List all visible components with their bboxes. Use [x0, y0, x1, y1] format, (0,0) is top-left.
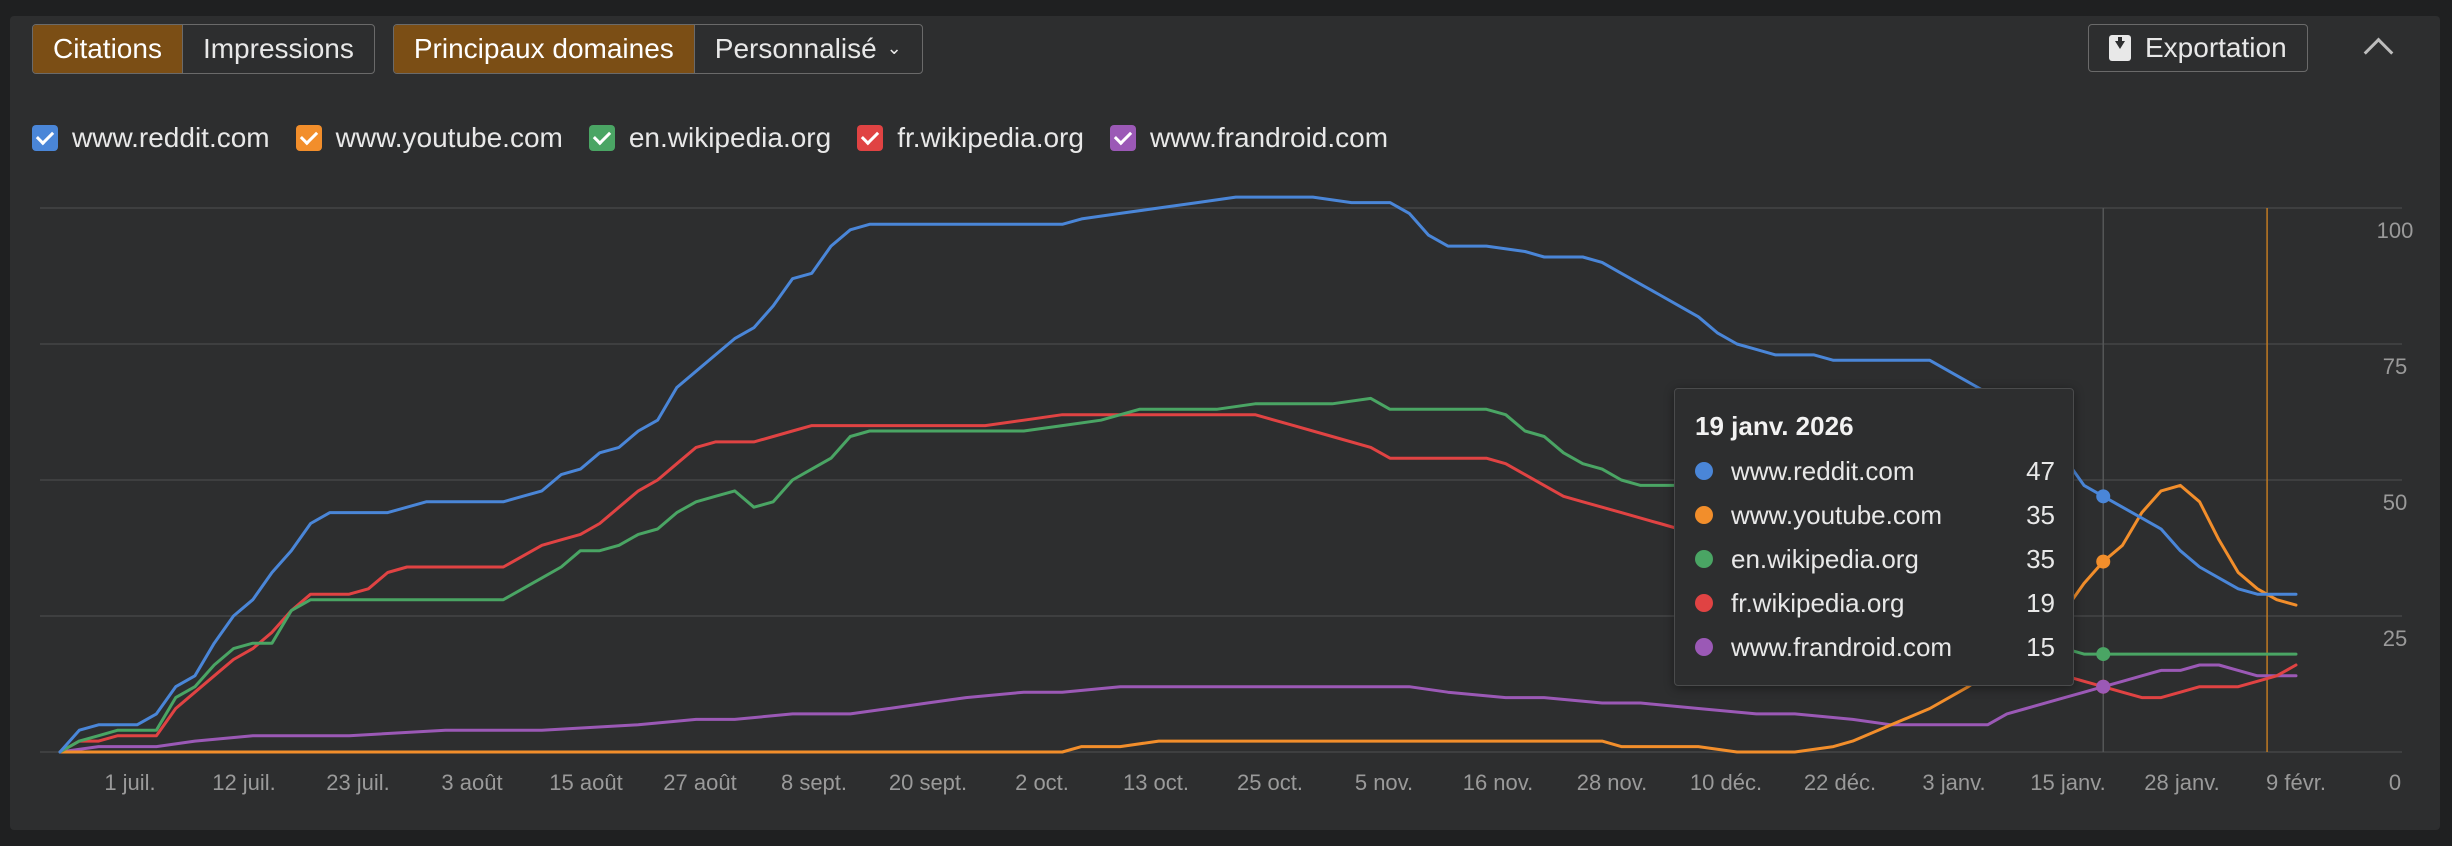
tooltip-row-en-wikipedia: en.wikipedia.org 35	[1695, 539, 2055, 579]
checkbox-frandroid[interactable]	[1109, 125, 1136, 151]
tooltip-row-fr-wikipedia: fr.wikipedia.org 19	[1695, 583, 2055, 623]
x-tick-label: 5 nov.	[1355, 770, 1413, 795]
legend-label-frandroid: www.frandroid.com	[1149, 122, 1389, 153]
tab-citations[interactable]: Citations	[33, 25, 182, 73]
checkbox-youtube[interactable]	[295, 125, 322, 151]
series-line-www.youtube.com	[58, 483, 2298, 754]
x-tick-label: 12 juil.	[212, 770, 276, 795]
export-button[interactable]: Exportation	[2088, 24, 2308, 72]
x-tick-label: 10 déc.	[1690, 770, 1762, 795]
x-tick-label: 1 juil.	[104, 770, 155, 795]
legend-label-fr-wikipedia: fr.wikipedia.org	[897, 122, 1084, 153]
checkbox-fr-wikipedia[interactable]	[857, 125, 884, 151]
download-icon	[2109, 35, 2131, 61]
y-tick-label: 100	[2377, 218, 2414, 243]
legend: www.reddit.com www.youtube.com en.wikipe…	[32, 122, 1388, 154]
legend-item-fr-wikipedia[interactable]: fr.wikipedia.org	[857, 122, 1084, 154]
tooltip-value-reddit: 47	[2026, 455, 2055, 486]
y-tick-label: 75	[2383, 354, 2407, 379]
x-tick-label: 15 août	[549, 770, 622, 795]
legend-label-en-wikipedia: en.wikipedia.org	[628, 122, 832, 153]
tab-personnalise[interactable]: Personnalisé ⌄	[693, 25, 922, 73]
hover-point-www.youtube.com	[2096, 554, 2111, 569]
tooltip-value-youtube: 35	[2026, 499, 2055, 530]
hover-point-www.frandroid.com	[2096, 679, 2111, 694]
x-tick-label: 27 août	[663, 770, 736, 795]
x-tick-label: 16 nov.	[1463, 770, 1534, 795]
tooltip-value-fr-wikipedia: 19	[2026, 587, 2055, 618]
group-toggle: Principaux domaines Personnalisé ⌄	[392, 24, 923, 74]
tooltip-name-fr-wikipedia: fr.wikipedia.org	[1731, 587, 1905, 618]
hover-point-en.wikipedia.org	[2096, 647, 2111, 662]
legend-item-reddit[interactable]: www.reddit.com	[32, 122, 270, 154]
series-line-www.reddit.com	[58, 195, 2298, 754]
tooltip-row-frandroid: www.frandroid.com 15	[1695, 627, 2055, 667]
chevron-down-icon: ⌄	[886, 37, 902, 58]
tab-principaux-domaines[interactable]: Principaux domaines	[393, 25, 694, 73]
tooltip-dot-fr-wikipedia	[1695, 594, 1713, 612]
legend-item-youtube[interactable]: www.youtube.com	[295, 122, 563, 154]
tooltip-dot-frandroid	[1695, 638, 1713, 656]
x-tick-label: 20 sept.	[889, 770, 967, 795]
checkbox-reddit[interactable]	[32, 125, 58, 151]
tooltip-dot-reddit	[1695, 462, 1713, 480]
hover-point-www.reddit.com	[2096, 489, 2111, 504]
x-tick-label: 23 juil.	[326, 770, 390, 795]
x-tick-label: 2 oct.	[1015, 770, 1069, 795]
x-tick-label: 9 févr.	[2266, 770, 2326, 795]
tab-personnalise-label: Personnalisé	[714, 33, 877, 64]
legend-label-youtube: www.youtube.com	[335, 122, 563, 153]
x-tick-label: 8 sept.	[781, 770, 847, 795]
tooltip-name-reddit: www.reddit.com	[1731, 455, 1915, 486]
tooltip-dot-youtube	[1695, 506, 1713, 524]
legend-item-en-wikipedia[interactable]: en.wikipedia.org	[588, 122, 832, 154]
legend-item-frandroid[interactable]: www.frandroid.com	[1109, 122, 1389, 154]
legend-label-reddit: www.reddit.com	[72, 122, 270, 153]
x-tick-label: 28 janv.	[2144, 770, 2219, 795]
y-tick-label: 25	[2383, 626, 2407, 651]
y-tick-label: 0	[2389, 770, 2401, 795]
x-tick-label: 3 août	[441, 770, 502, 795]
series-line-www.frandroid.com	[58, 663, 2298, 754]
tab-impressions[interactable]: Impressions	[181, 25, 374, 73]
x-tick-label: 13 oct.	[1123, 770, 1189, 795]
x-tick-label: 25 oct.	[1237, 770, 1303, 795]
checkbox-en-wikipedia[interactable]	[588, 125, 615, 151]
x-tick-label: 3 janv.	[1922, 770, 1985, 795]
tooltip-dot-en-wikipedia	[1695, 550, 1713, 568]
tooltip-row-reddit: www.reddit.com 47	[1695, 451, 2055, 491]
toolbar: Citations Impressions Principaux domaine…	[32, 24, 923, 74]
y-tick-label: 50	[2383, 490, 2407, 515]
x-tick-label: 15 janv.	[2030, 770, 2105, 795]
tooltip-name-frandroid: www.frandroid.com	[1731, 631, 1953, 662]
tooltip-name-youtube: www.youtube.com	[1731, 499, 1942, 530]
chart-tooltip: 19 janv. 2026 www.reddit.com 47 www.yout…	[1674, 388, 2074, 686]
tooltip-row-youtube: www.youtube.com 35	[1695, 495, 2055, 535]
x-tick-label: 22 déc.	[1804, 770, 1876, 795]
tooltip-value-en-wikipedia: 35	[2026, 543, 2055, 574]
x-tick-label: 28 nov.	[1577, 770, 1648, 795]
tooltip-name-en-wikipedia: en.wikipedia.org	[1731, 543, 1919, 574]
tooltip-date: 19 janv. 2026	[1695, 411, 1854, 441]
tooltip-value-frandroid: 15	[2026, 631, 2055, 662]
metric-toggle: Citations Impressions	[32, 24, 375, 74]
export-label: Exportation	[2145, 32, 2287, 63]
